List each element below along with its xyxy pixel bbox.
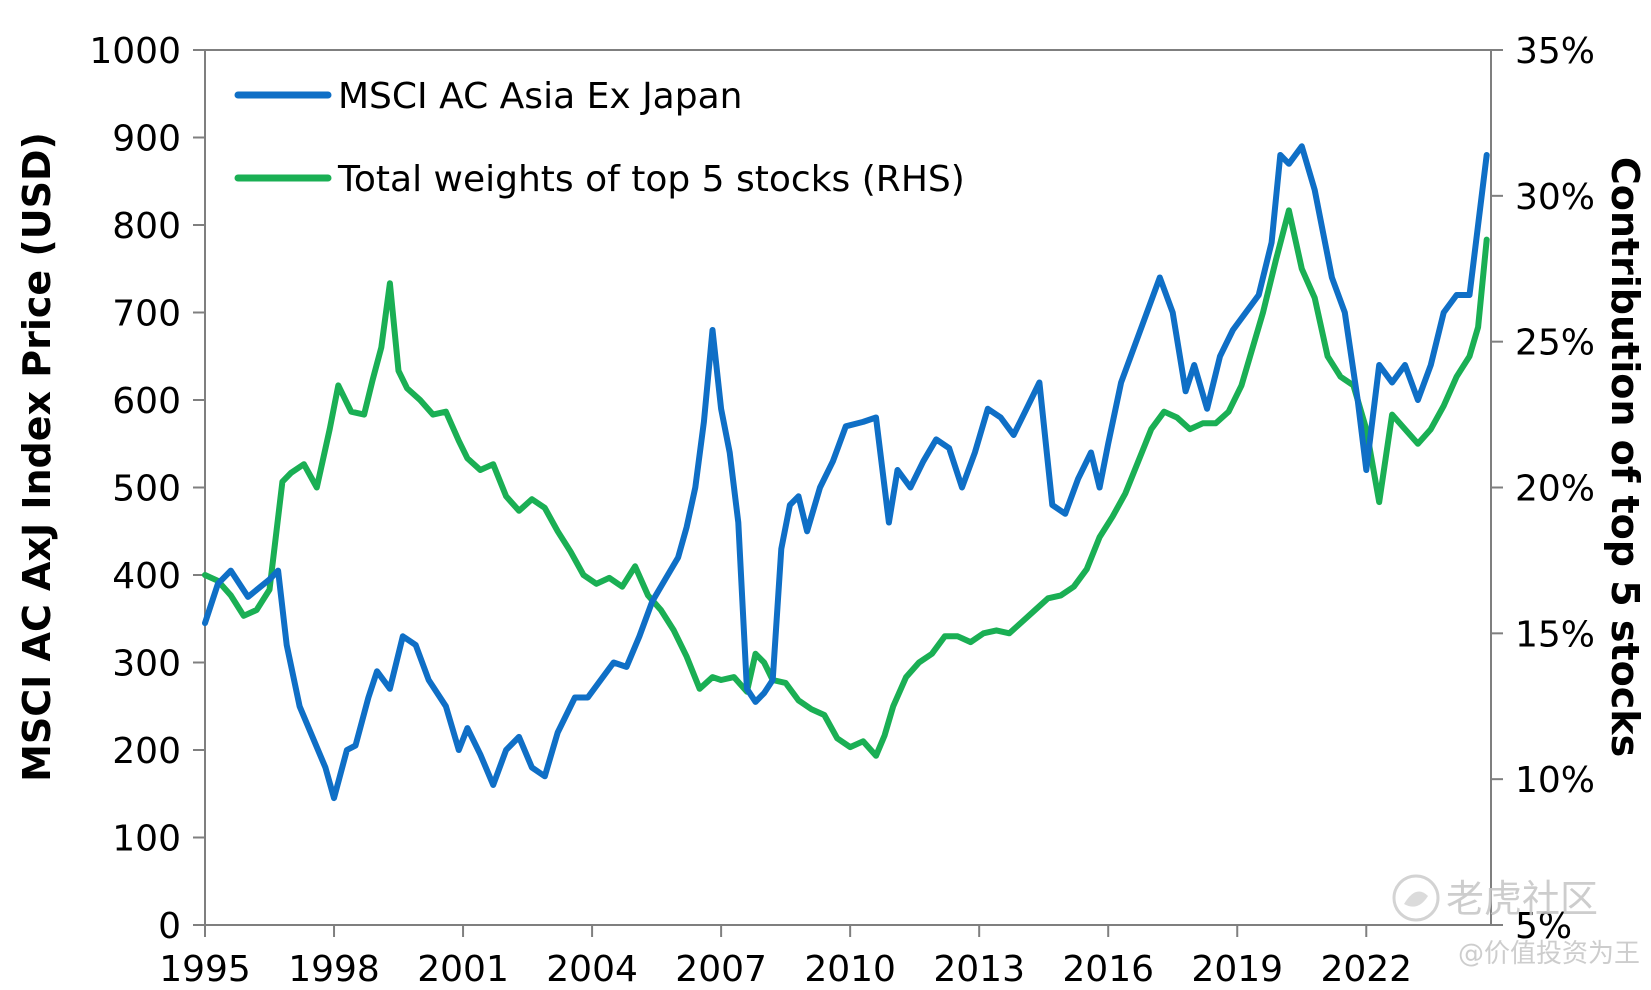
x-tick-label: 2016 [1062, 949, 1154, 990]
left-axis-title: MSCI AC AxJ Index Price (USD) [15, 132, 59, 782]
y-right-tick-label: 35% [1515, 31, 1595, 72]
y-left-tick-label: 200 [112, 731, 181, 772]
x-tick-label: 2013 [933, 949, 1025, 990]
right-axis-ticks: 5% 10% 15% 20% 25% 30% 35% [1491, 31, 1595, 947]
x-tick-label: 2001 [417, 949, 509, 990]
x-tick-label: 2004 [546, 949, 638, 990]
x-tick-label: 1995 [159, 949, 251, 990]
watermark: 老虎社区 @价值投资为王 [1392, 874, 1640, 969]
y-left-tick-label: 1000 [89, 31, 181, 72]
y-left-tick-label: 300 [112, 644, 181, 685]
y-left-tick-label: 800 [112, 206, 181, 247]
y-right-tick-label: 20% [1515, 469, 1595, 510]
x-tick-label: 1998 [288, 949, 380, 990]
y-left-tick-label: 400 [112, 556, 181, 597]
y-right-tick-label: 30% [1515, 177, 1595, 218]
x-axis-ticks: 1995 1998 2001 2004 2007 2010 2013 2016 2019 2022 [159, 925, 1412, 990]
series-line-top5-weights [202, 207, 1490, 759]
series-line-msci [202, 143, 1490, 802]
y-left-tick-label: 500 [112, 469, 181, 510]
series-layer [202, 143, 1490, 802]
y-left-tick-label: 700 [112, 294, 181, 335]
y-left-tick-label: 0 [158, 906, 181, 947]
legend-label-msci: MSCI AC Asia Ex Japan [338, 76, 742, 117]
y-right-tick-label: 10% [1515, 760, 1595, 801]
y-right-tick-label: 25% [1515, 323, 1595, 364]
y-left-tick-label: 600 [112, 381, 181, 422]
y-right-tick-label: 5% [1515, 906, 1572, 947]
x-tick-label: 2010 [804, 949, 896, 990]
tiger-logo-icon [1392, 874, 1440, 922]
x-tick-label: 2022 [1320, 949, 1412, 990]
watermark-handle: @价值投资为王 [1458, 939, 1640, 969]
y-left-tick-label: 900 [112, 119, 181, 160]
x-tick-label: 2019 [1191, 949, 1283, 990]
x-tick-label: 2007 [675, 949, 767, 990]
left-axis-ticks: 0 100 200 300 400 500 600 700 800 900 1000 [89, 31, 205, 947]
legend-label-top5: Total weights of top 5 stocks (RHS) [337, 159, 965, 200]
y-left-tick-label: 100 [112, 819, 181, 860]
legend: MSCI AC Asia Ex Japan Total weights of t… [234, 76, 965, 200]
watermark-logo-text: 老虎社区 [1446, 877, 1598, 921]
right-axis-title: Contribution of top 5 stocks [1603, 157, 1647, 757]
y-right-tick-label: 15% [1515, 614, 1595, 655]
